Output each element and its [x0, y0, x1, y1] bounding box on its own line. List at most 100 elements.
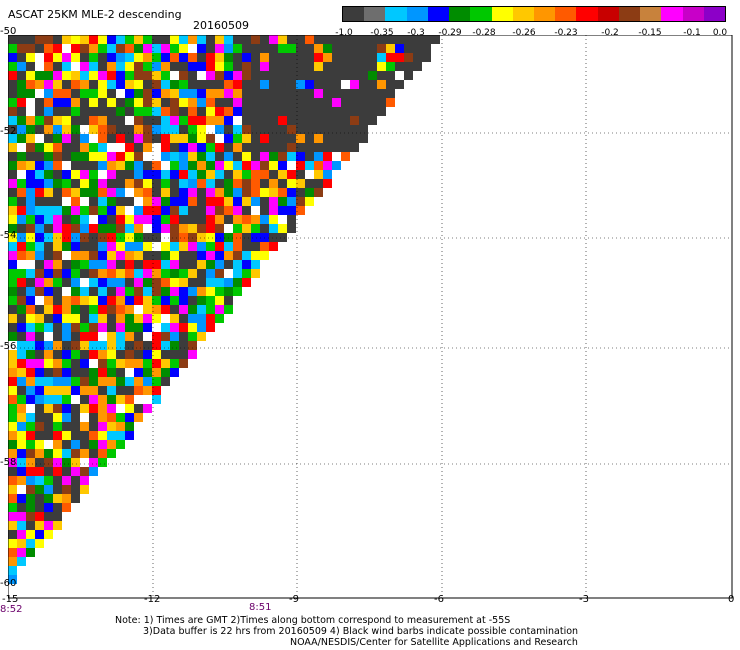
data-cell [98, 53, 107, 62]
data-cell [206, 242, 215, 251]
data-cell [395, 80, 404, 89]
data-cell [197, 107, 206, 116]
data-cell [62, 179, 71, 188]
data-cell [197, 179, 206, 188]
data-cell [305, 80, 314, 89]
data-cell [35, 143, 44, 152]
data-cell [71, 467, 80, 476]
data-cell [278, 134, 287, 143]
x-tick-label: -12 [144, 594, 161, 605]
data-cell [44, 341, 53, 350]
data-cell [134, 368, 143, 377]
data-cell [395, 53, 404, 62]
data-cell [368, 53, 377, 62]
data-cell [161, 134, 170, 143]
data-cell [134, 197, 143, 206]
data-cell [98, 350, 107, 359]
data-cell [116, 71, 125, 80]
data-cell [53, 242, 62, 251]
data-cell [53, 476, 62, 485]
data-cell [71, 251, 80, 260]
data-cell [350, 143, 359, 152]
data-cell [80, 386, 89, 395]
data-cell [26, 305, 35, 314]
data-cell [170, 62, 179, 71]
data-cell [98, 251, 107, 260]
data-cell [296, 98, 305, 107]
data-cell [125, 224, 134, 233]
data-cell [341, 134, 350, 143]
data-cell [242, 251, 251, 260]
data-cell [116, 44, 125, 53]
data-cell [179, 269, 188, 278]
data-cell [44, 170, 53, 179]
data-cell [53, 188, 62, 197]
data-cell [341, 53, 350, 62]
data-cell [71, 386, 80, 395]
data-cell [170, 305, 179, 314]
data-cell [80, 116, 89, 125]
data-cell [332, 89, 341, 98]
data-cell [134, 98, 143, 107]
data-cell [134, 89, 143, 98]
data-cell [251, 179, 260, 188]
data-cell [8, 521, 17, 530]
data-cell [26, 341, 35, 350]
data-cell [89, 422, 98, 431]
data-cell [134, 314, 143, 323]
data-cell [116, 215, 125, 224]
data-cell [8, 359, 17, 368]
data-cell [287, 170, 296, 179]
data-cell [44, 71, 53, 80]
data-cell [26, 161, 35, 170]
data-cell [269, 224, 278, 233]
data-cell [332, 134, 341, 143]
data-cell [386, 98, 395, 107]
data-cell [278, 152, 287, 161]
data-cell [269, 116, 278, 125]
data-cell [170, 197, 179, 206]
data-cell [206, 197, 215, 206]
data-cell [152, 53, 161, 62]
data-cell [116, 305, 125, 314]
data-cell [26, 512, 35, 521]
data-cell [62, 71, 71, 80]
data-cell [17, 377, 26, 386]
data-cell [332, 80, 341, 89]
data-cell [107, 71, 116, 80]
data-cell [98, 44, 107, 53]
data-cell [314, 179, 323, 188]
data-cell [332, 152, 341, 161]
data-cell [170, 242, 179, 251]
data-cell [107, 107, 116, 116]
colorbar-swatch [533, 7, 556, 21]
data-cell [107, 89, 116, 98]
data-cell [215, 233, 224, 242]
data-cell [188, 44, 197, 53]
data-cell [278, 62, 287, 71]
data-cell [179, 287, 188, 296]
data-cell [251, 251, 260, 260]
data-cell [116, 188, 125, 197]
data-cell [53, 485, 62, 494]
data-cell [107, 368, 116, 377]
data-cell [188, 161, 197, 170]
data-cell [341, 152, 350, 161]
data-cell [80, 260, 89, 269]
data-cell [17, 35, 26, 44]
colorbar-label: -0.23 [554, 28, 578, 38]
data-cell [71, 350, 80, 359]
data-cell [62, 188, 71, 197]
data-cell [233, 278, 242, 287]
data-cell [116, 35, 125, 44]
data-cell [296, 161, 305, 170]
data-cell [80, 206, 89, 215]
data-cell [188, 35, 197, 44]
data-cell [26, 242, 35, 251]
data-cell [89, 143, 98, 152]
data-cell [233, 35, 242, 44]
data-cell [26, 431, 35, 440]
data-cell [224, 170, 233, 179]
data-cell [98, 197, 107, 206]
data-cell [260, 125, 269, 134]
